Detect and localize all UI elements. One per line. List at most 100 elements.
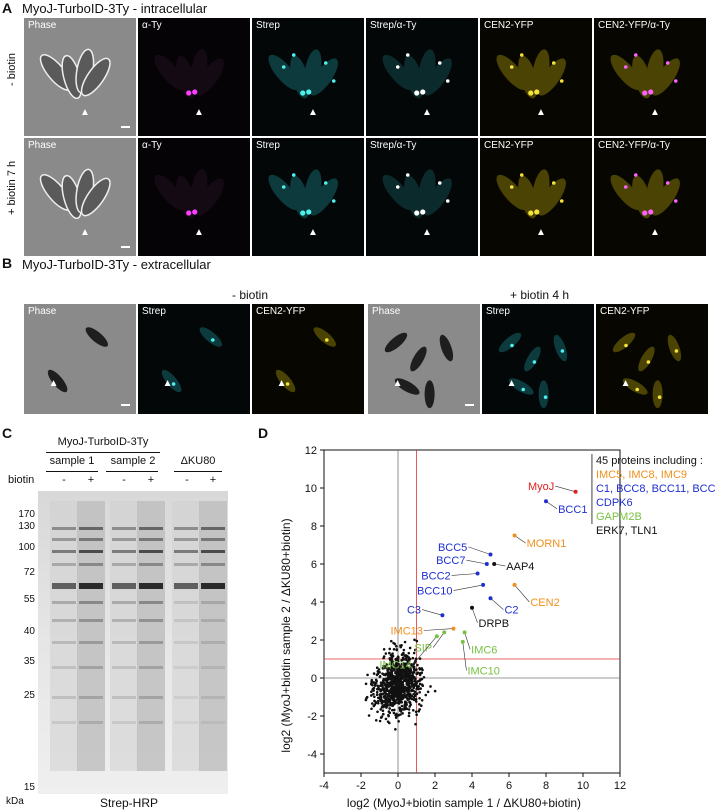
mw-170: 170: [18, 509, 35, 520]
leader-line: [490, 597, 504, 610]
parasite-cell: [638, 346, 655, 372]
intracellular-plus-biotin-4-image: [496, 169, 566, 219]
data-point: [405, 693, 409, 697]
data-point: [413, 693, 417, 696]
data-point: [390, 666, 393, 670]
labeled-point: [460, 639, 465, 644]
data-point: [397, 720, 400, 723]
data-point: [392, 700, 396, 704]
row-label-plus-biotin: + biotin 7 h: [6, 160, 18, 215]
tile-label: CEN2-YFP: [600, 306, 650, 317]
y-tick-label: -2: [307, 711, 317, 723]
labeled-point: [488, 596, 493, 601]
x-tick-label: 10: [577, 780, 589, 792]
y-tick-label: 2: [311, 635, 317, 647]
data-point: [372, 704, 376, 708]
data-point: [407, 711, 411, 715]
panel-b-title: MyoJ-TurboID-3Ty - extracellular: [22, 257, 211, 272]
blot-band: [139, 538, 163, 541]
arrowhead-marker: ▲: [650, 226, 660, 238]
x-tick-label: 8: [543, 780, 549, 792]
leader-line: [462, 641, 467, 671]
data-point: [381, 685, 384, 688]
fluorescent-spot: [437, 181, 442, 185]
lane-sign-1: -: [62, 474, 66, 486]
data-point: [411, 656, 415, 660]
parasite-cell: [195, 58, 224, 96]
intracellular-plus-biotin-4: CEN2-YFP ▲: [480, 138, 592, 256]
data-point: [411, 673, 415, 677]
blot-band: [112, 666, 136, 669]
lane-sign-3: -: [122, 474, 126, 486]
blot-band: [174, 563, 198, 566]
arrowhead-marker: ▲: [308, 226, 318, 238]
data-point: [389, 639, 393, 643]
point-label: IMC10: [467, 665, 499, 677]
fluorescent-spot: [300, 210, 306, 216]
panel-b-letter: B: [2, 255, 13, 271]
blot-band: [79, 527, 103, 530]
blot-band: [112, 641, 136, 644]
x-tick-label: -4: [319, 780, 329, 792]
fluorescent-spot: [445, 79, 450, 83]
fluorescent-spot: [323, 61, 328, 65]
data-point: [384, 652, 388, 655]
fluorescent-spot: [405, 173, 410, 177]
blot-band: [201, 641, 225, 644]
parasite-cell: [290, 55, 310, 99]
labeled-point: [442, 630, 447, 635]
intracellular-plus-biotin-0: Phase ▲: [24, 138, 136, 256]
fluorescent-spot: [291, 173, 296, 177]
data-point: [395, 712, 398, 716]
data-point: [378, 671, 381, 674]
fluorescent-spot: [291, 53, 296, 57]
fluorescent-spot: [560, 349, 565, 353]
sample-1-line: [46, 471, 98, 472]
blot-band: [112, 696, 136, 699]
panel-a-title: MyoJ-TurboID-3Ty - intracellular: [22, 1, 208, 16]
data-point: [412, 667, 416, 670]
parasite-cell: [651, 178, 680, 216]
parasite-cell: [47, 369, 68, 393]
parasite-cell: [537, 178, 566, 216]
point-label: BCC5: [438, 542, 467, 554]
intracellular-plus-biotin-5: CEN2-YFP/α-Ty ▲: [594, 138, 706, 256]
arrowhead-marker: ▲: [308, 106, 318, 118]
tile-label: Phase: [28, 20, 57, 31]
fluorescent-spot: [281, 185, 286, 189]
data-point: [380, 706, 384, 709]
parasite-cell: [508, 378, 534, 395]
fluorescent-spot: [543, 395, 548, 399]
blot-band: [112, 527, 136, 530]
parasite-cell: [176, 175, 196, 219]
data-point: [401, 690, 405, 694]
data-point: [402, 648, 406, 652]
data-point: [409, 663, 413, 667]
intracellular-plus-biotin-3: Strep/α-Ty ▲: [366, 138, 478, 256]
data-point: [379, 695, 382, 699]
extracellular-plus-biotin-2-image: [612, 332, 682, 409]
intracellular-minus-biotin-5-image: [610, 49, 680, 99]
fluorescent-spot: [657, 395, 662, 399]
data-point: [386, 720, 390, 723]
blot-band: [174, 527, 198, 530]
data-point: [385, 692, 389, 696]
data-point: [384, 673, 387, 677]
data-point: [390, 708, 394, 712]
blot-band: [139, 666, 163, 669]
data-point: [375, 687, 379, 691]
data-point: [418, 696, 421, 700]
extracellular-plus-biotin-2: CEN2-YFP ▲: [596, 304, 708, 414]
data-point: [376, 710, 379, 714]
intracellular-plus-biotin-0-image: [39, 168, 111, 220]
data-point: [391, 660, 395, 664]
fluorescent-spot: [623, 65, 628, 69]
data-point: [410, 682, 414, 686]
data-point: [378, 693, 382, 696]
parasite-cell: [498, 332, 522, 353]
fluorescent-spot: [395, 185, 400, 189]
data-point: [381, 709, 385, 713]
tile-label: CEN2-YFP: [484, 20, 534, 31]
data-point: [376, 684, 380, 688]
lane-sign-5: -: [185, 474, 189, 486]
